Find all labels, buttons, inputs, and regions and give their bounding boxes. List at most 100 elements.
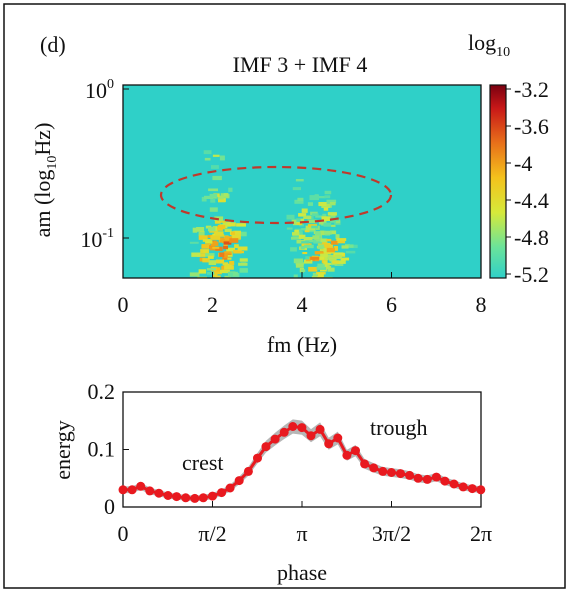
heatmap-cell: [210, 235, 221, 240]
svg-text:3π/2: 3π/2: [372, 521, 411, 546]
heatmap-cell: [198, 269, 207, 274]
heatmap-cell: [310, 256, 320, 260]
energy-point: [181, 493, 191, 503]
heatmap-x-tick: 2: [207, 272, 218, 317]
heatmap-cell: [211, 165, 219, 169]
heatmap-cell: [201, 196, 207, 202]
energy-y-tick: 0.1: [88, 437, 129, 462]
heatmap-cell: [224, 264, 232, 270]
energy-point: [154, 488, 164, 498]
heatmap-cell: [315, 215, 325, 218]
heatmap-cell: [326, 238, 332, 242]
heatmap-cell: [294, 229, 299, 234]
heatmap-cell: [333, 252, 344, 256]
svg-text:0.1: 0.1: [88, 437, 116, 462]
svg-text:0: 0: [118, 292, 129, 317]
heatmap-cell: [223, 241, 232, 245]
heatmap-cell: [349, 244, 358, 249]
heatmap-cell: [295, 179, 304, 182]
heatmap-cell: [330, 230, 337, 235]
heatmap-cell: [203, 150, 212, 155]
heatmap-cell: [319, 282, 328, 286]
svg-text:2π: 2π: [470, 521, 492, 546]
heatmap-cell: [201, 244, 211, 249]
energy-point: [396, 469, 405, 479]
heatmap-cell: [297, 231, 303, 236]
energy-point: [306, 431, 316, 441]
energy-x-label: phase: [277, 560, 327, 585]
heatmap-cell: [291, 219, 297, 223]
heatmap-cell: [217, 220, 227, 223]
heatmap-cell: [309, 195, 319, 201]
heatmap-cell: [320, 253, 328, 258]
energy-point: [315, 424, 325, 434]
heatmap-cell: [319, 220, 326, 225]
heatmap-cell: [308, 266, 318, 272]
heatmap-cell: [301, 208, 308, 213]
heatmap-cell: [329, 259, 335, 262]
energy-point: [458, 482, 468, 492]
heatmap-cell: [305, 256, 310, 260]
heatmap-cell: [208, 226, 216, 232]
heatmap-cell: [228, 187, 233, 192]
energy-point: [136, 481, 146, 491]
heatmap-cell: [198, 231, 205, 236]
heatmap-cell: [311, 275, 318, 278]
energy-x-tick: 2π: [470, 501, 492, 546]
heatmap-cell: [335, 260, 346, 264]
heatmap-cell: [224, 275, 232, 278]
heatmap-cell: [321, 216, 331, 221]
heatmap-cell: [212, 280, 218, 285]
heatmap-cell: [236, 223, 246, 227]
annotation-crest: crest: [182, 450, 224, 475]
annotation-trough: trough: [370, 415, 427, 440]
heatmap-cell: [295, 263, 304, 268]
heatmap-cell: [228, 285, 236, 288]
heatmap-cell: [229, 238, 239, 243]
heatmap-cell: [223, 253, 228, 258]
energy-point: [279, 427, 289, 437]
heatmap-cell: [311, 225, 319, 229]
heatmap-cell: [219, 284, 225, 289]
heatmap-cell: [226, 247, 235, 252]
heatmap-cell: [314, 251, 324, 255]
heatmap-cell: [203, 249, 209, 253]
energy-point: [405, 470, 415, 480]
heatmap-cell: [323, 260, 328, 265]
heatmap-cell: [317, 273, 324, 278]
heatmap-cell: [317, 263, 325, 269]
heatmap-cell: [292, 187, 301, 191]
heatmap-cell: [209, 207, 218, 212]
heatmap-cell: [315, 231, 321, 236]
energy-y-label: energy: [50, 420, 75, 479]
energy-point: [467, 484, 477, 494]
heatmap-cells: [189, 150, 358, 289]
energy-point: [413, 473, 423, 483]
energy-point: [198, 493, 208, 503]
energy-y-ticks: 0 0.1 0.2: [88, 379, 129, 519]
svg-text:100: 100: [85, 77, 114, 103]
heatmap-cell: [205, 253, 215, 257]
heatmap-cell: [345, 244, 354, 248]
heatmap-cell: [239, 258, 248, 262]
heatmap-cell: [313, 239, 323, 244]
heatmap-cell: [316, 236, 323, 242]
svg-text:10-1: 10-1: [80, 226, 114, 252]
heatmap-y-tick-1: 10-1: [80, 226, 129, 252]
heatmap-x-tick: 0: [118, 272, 129, 317]
heatmap-cell: [317, 244, 325, 250]
energy-points: [118, 422, 486, 503]
heatmap-cell: [221, 279, 228, 282]
heatmap-cell: [212, 154, 220, 157]
heatmap-cell: [335, 219, 341, 224]
heatmap-cell: [303, 215, 312, 219]
heatmap-cell: [305, 225, 316, 231]
heatmap-cell: [189, 241, 199, 244]
heatmap-cell: [301, 241, 310, 244]
panel-label: (d): [40, 32, 66, 57]
energy-point: [288, 422, 298, 431]
colorbar-tick: -3.2: [506, 77, 549, 102]
svg-text:6: 6: [386, 292, 397, 317]
heatmap-cell: [330, 220, 335, 223]
